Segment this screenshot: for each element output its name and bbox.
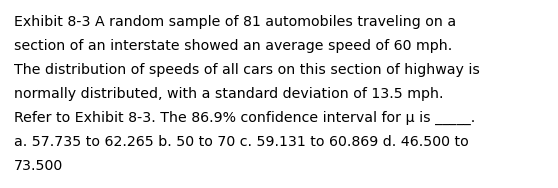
Text: 73.500: 73.500 [14, 159, 63, 173]
Text: The distribution of speeds of all cars on this section of highway is: The distribution of speeds of all cars o… [14, 63, 480, 77]
Text: Exhibit 8-3 A random sample of 81 automobiles traveling on a: Exhibit 8-3 A random sample of 81 automo… [14, 15, 456, 29]
Text: Refer to Exhibit 8-3. The 86.9% confidence interval for μ is _____.: Refer to Exhibit 8-3. The 86.9% confiden… [14, 111, 475, 125]
Text: normally distributed, with a standard deviation of 13.5 mph.: normally distributed, with a standard de… [14, 87, 444, 101]
Text: section of an interstate showed an average speed of 60 mph.: section of an interstate showed an avera… [14, 39, 452, 53]
Text: a. 57.735 to 62.265 b. 50 to 70 c. 59.131 to 60.869 d. 46.500 to: a. 57.735 to 62.265 b. 50 to 70 c. 59.13… [14, 135, 469, 149]
